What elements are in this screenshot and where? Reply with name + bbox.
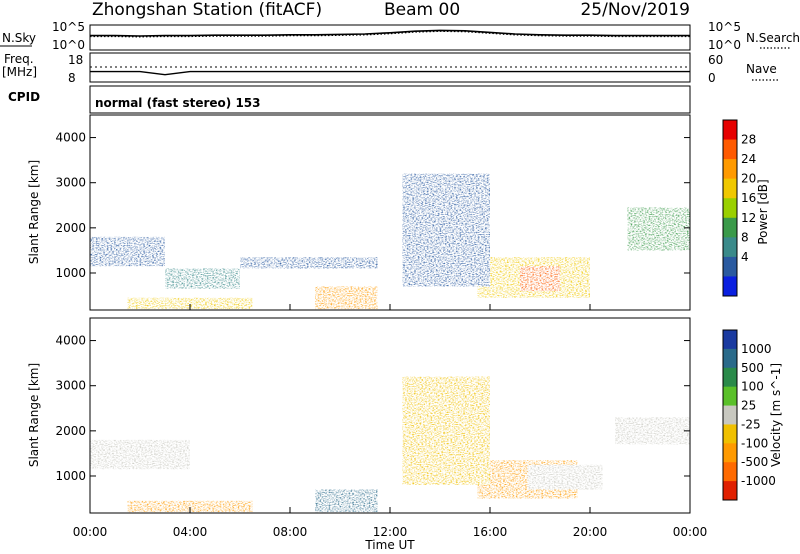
power-ylabel: Slant Range [km] <box>27 160 41 264</box>
x-tick-label: 00:00 <box>73 525 108 539</box>
x-tick-label: 12:00 <box>373 525 408 539</box>
noise-sky-label: N.Sky <box>2 31 36 45</box>
freq-unit: [MHz] <box>2 65 37 79</box>
noise-panel: N.Sky 10^5 10^0 10^5 10^0 N.Search <box>0 20 800 52</box>
noise-right-tick-top: 10^5 <box>708 20 741 34</box>
power-colorbar-tick-label: 16 <box>741 191 756 205</box>
power-region <box>165 268 240 289</box>
velocity-colorbar-frame <box>722 329 738 501</box>
power-ytick-label: 3000 <box>55 176 86 190</box>
power-region <box>315 286 378 310</box>
velocity-ytick-label: 2000 <box>55 424 86 438</box>
power-ytick-label: 1000 <box>55 266 86 280</box>
x-tick-label: 00:00 <box>673 525 708 539</box>
power-colorbar-tick-label: 24 <box>741 152 756 166</box>
x-tick-label: 04:00 <box>173 525 208 539</box>
power-colorbar-label: Power [dB] <box>756 179 770 244</box>
power-colorbar-swatch <box>723 237 737 258</box>
power-region <box>240 257 378 269</box>
noise-sky-line <box>90 29 690 37</box>
velocity-colorbar-swatch <box>723 405 737 425</box>
velocity-region <box>315 489 378 513</box>
power-colorbar: 28 24 20 16 12 8 4 <box>722 119 756 297</box>
noise-right-tick-bottom: 10^0 <box>708 38 741 52</box>
velocity-colorbar-tick-label: -100 <box>741 436 768 450</box>
velocity-colorbar-swatch <box>723 386 737 407</box>
velocity-ytick-label: 3000 <box>55 379 86 393</box>
velocity-region <box>402 376 490 486</box>
velocity-panel: 1000 2000 3000 4000 Slant Range [km] 1000 50… <box>27 317 783 514</box>
velocity-ytick-label: 1000 <box>55 469 86 483</box>
velocity-region <box>90 439 190 470</box>
velocity-colorbar-swatch <box>723 443 737 463</box>
chart-title: Zhongshan Station (fitACF) <box>92 0 322 20</box>
power-region <box>627 207 690 251</box>
power-colorbar-swatch <box>723 139 737 160</box>
cpid-value: normal (fast stereo) 153 <box>95 96 261 110</box>
power-region <box>127 297 253 310</box>
x-axis: 00:00 04:00 08:00 12:00 16:00 20:00 00:00 <box>73 304 708 539</box>
velocity-colorbar-swatch <box>723 348 737 369</box>
velocity-colorbar-swatch <box>723 462 737 482</box>
velocity-colorbar-swatch <box>723 330 737 350</box>
noise-left-tick-top: 10^5 <box>52 20 85 34</box>
velocity-region <box>527 464 603 490</box>
power-colorbar-swatch <box>723 178 737 199</box>
power-colorbar-swatch <box>723 276 737 297</box>
x-tick-label: 20:00 <box>573 525 608 539</box>
velocity-colorbar-swatch <box>723 367 737 388</box>
power-colorbar-swatch <box>723 217 737 238</box>
velocity-colorbar-tick-label: 25 <box>741 399 756 413</box>
velocity-region <box>127 500 253 513</box>
noise-search-label: N.Search <box>746 31 800 45</box>
power-colorbar-swatch <box>723 198 737 219</box>
velocity-colorbar-tick-label: -500 <box>741 455 768 469</box>
power-colorbar-tick-label: 8 <box>741 230 749 244</box>
power-region <box>90 236 165 267</box>
velocity-colorbar-tick-label: 1000 <box>741 342 772 356</box>
freq-right-tick-top: 60 <box>708 53 723 67</box>
power-colorbar-tick-label: 20 <box>741 172 756 186</box>
power-colorbar-swatch <box>723 159 737 180</box>
velocity-region <box>615 417 690 445</box>
velocity-colorbar: 1000 500 100 25 -25 -100 -500 -1000 <box>722 329 776 501</box>
power-colorbar-tick-label: 4 <box>741 250 749 264</box>
x-tick-label: 16:00 <box>473 525 508 539</box>
velocity-colorbar-tick-label: -1000 <box>741 474 776 488</box>
power-ytick-label: 4000 <box>55 131 86 145</box>
power-colorbar-frame <box>722 119 738 297</box>
freq-left-tick-bottom: 8 <box>68 71 76 85</box>
beam-label: Beam 00 <box>384 0 460 20</box>
freq-left-tick-top: 18 <box>68 53 83 67</box>
nave-label: Nave <box>746 62 777 76</box>
velocity-colorbar-tick-label: -25 <box>741 417 761 431</box>
x-tick-label: 08:00 <box>273 525 308 539</box>
power-colorbar-swatch <box>723 120 737 141</box>
freq-line <box>90 70 690 76</box>
cpid-row: CPID normal (fast stereo) 153 <box>8 85 691 114</box>
power-colorbar-tick-label: 12 <box>741 211 756 225</box>
freq-panel: Freq. [MHz] 18 8 60 0 Nave <box>2 52 778 85</box>
power-region <box>402 173 490 287</box>
date-label: 25/Nov/2019 <box>580 0 690 20</box>
velocity-ylabel: Slant Range [km] <box>27 363 41 467</box>
velocity-colorbar-swatch <box>723 424 737 444</box>
noise-left-tick-bottom: 10^0 <box>52 38 85 52</box>
velocity-colorbar-label: Velocity [m s^-1] <box>769 363 783 467</box>
cpid-label: CPID <box>8 90 40 104</box>
velocity-ytick-label: 4000 <box>55 334 86 348</box>
velocity-colorbar-tick-label: 500 <box>741 361 764 375</box>
x-axis-label: Time UT <box>364 538 415 552</box>
velocity-colorbar-tick-label: 100 <box>741 380 764 394</box>
velocity-colorbar-swatch <box>723 481 737 501</box>
freq-right-tick-bottom: 0 <box>708 71 716 85</box>
power-colorbar-swatch <box>723 256 737 277</box>
freq-label: Freq. <box>4 52 34 66</box>
power-colorbar-tick-label: 28 <box>741 133 756 147</box>
power-panel: 1000 2000 3000 4000 Slant Range [km] 28 24 20… <box>27 114 770 311</box>
power-region <box>520 266 560 292</box>
power-ytick-label: 2000 <box>55 221 86 235</box>
